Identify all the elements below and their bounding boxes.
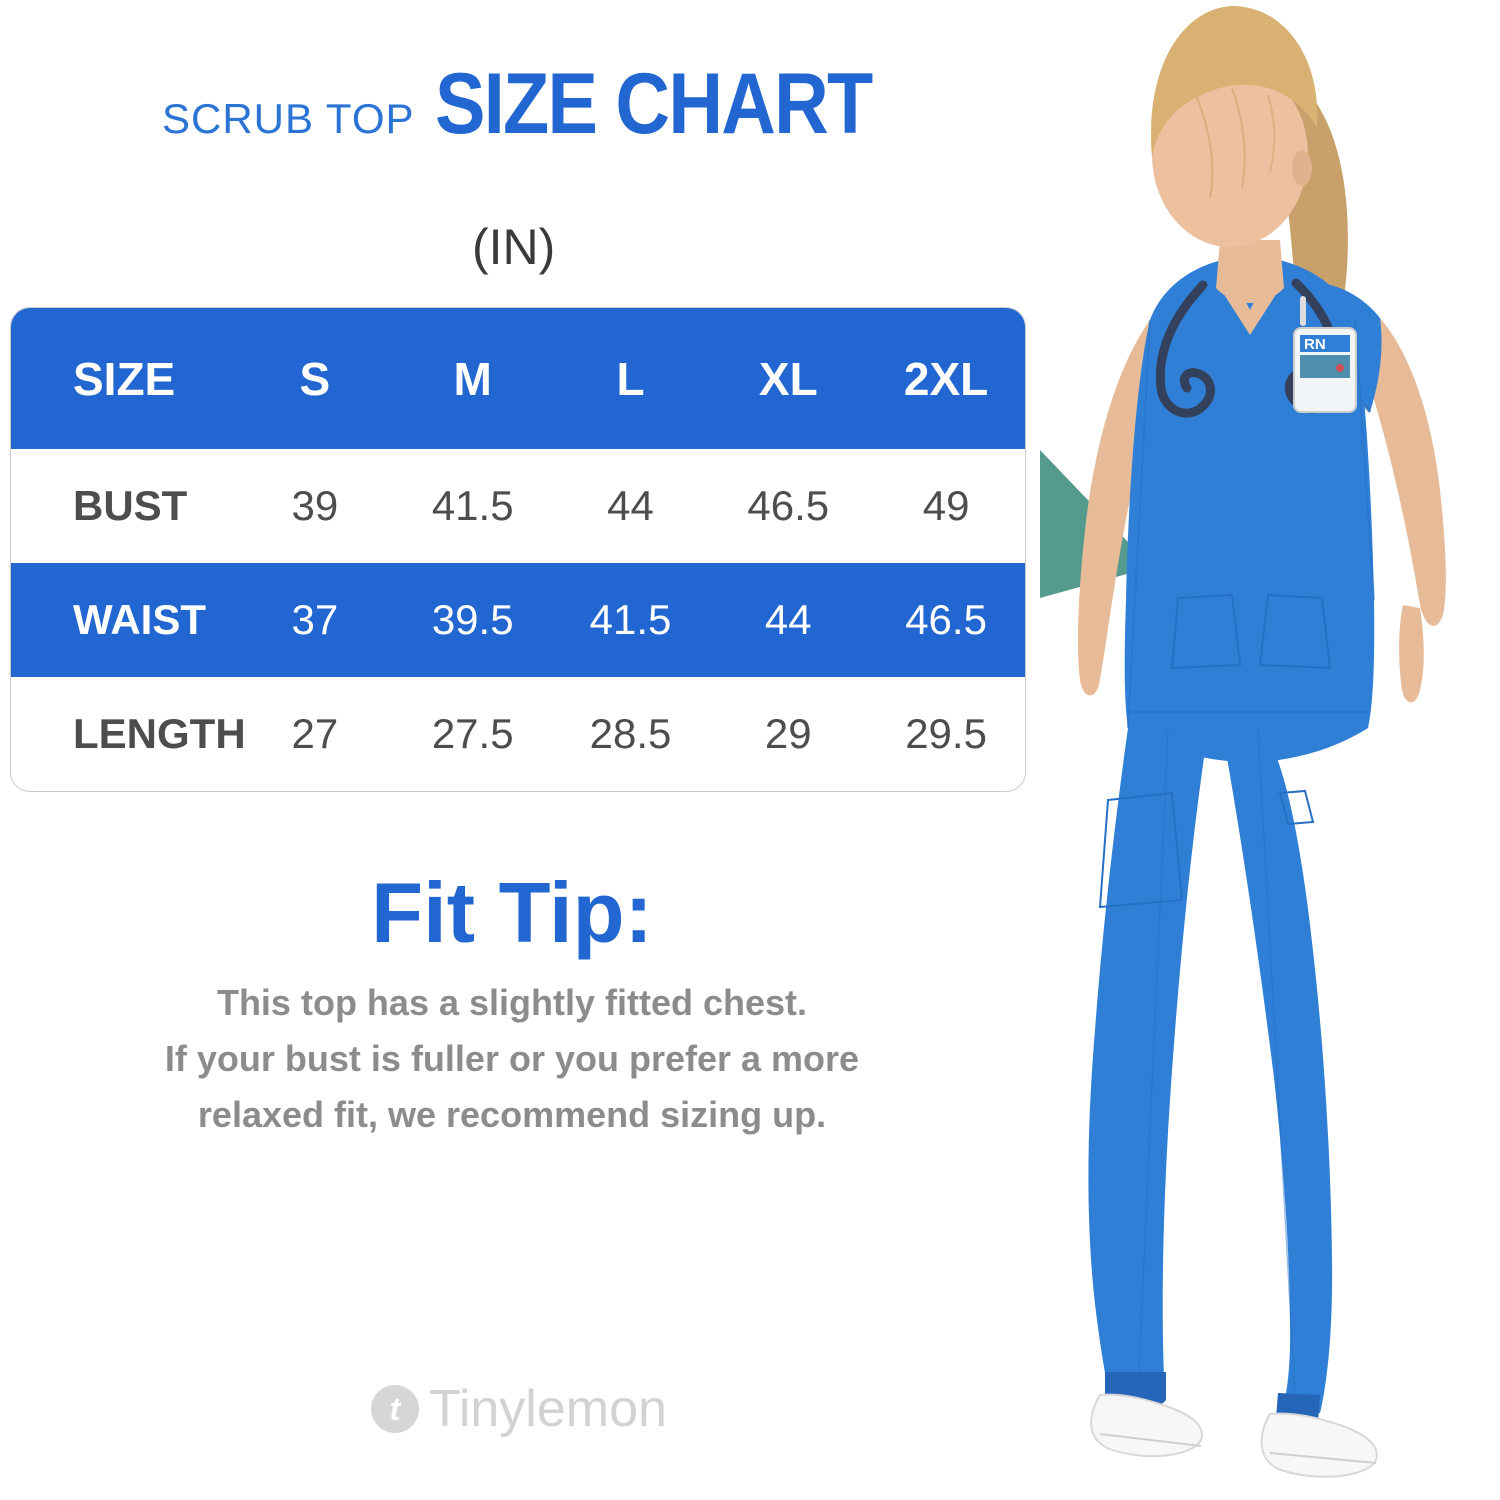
svg-text:RN: RN <box>1304 336 1326 353</box>
